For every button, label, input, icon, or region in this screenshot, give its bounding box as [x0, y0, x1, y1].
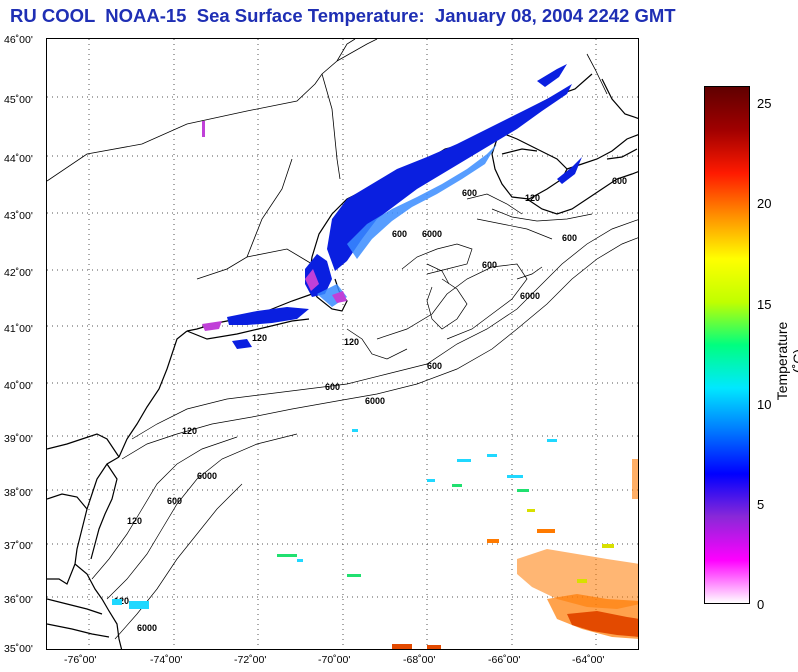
lon-label-74: -74˚00' [150, 654, 183, 666]
lon-label-76: -76˚00' [64, 654, 97, 666]
lon-label-72: -72˚00' [234, 654, 267, 666]
boundaries [47, 39, 608, 280]
isobath-lines [91, 193, 638, 640]
colorbar-tick-5: 5 [757, 497, 765, 512]
lon-label-70: -70˚00' [318, 654, 351, 666]
sst-map[interactable]: 6000 600 6000 120 600 120 600 6000 600 1… [46, 38, 639, 650]
isobath-label: 120 [182, 426, 197, 436]
sst-data-cyan [112, 429, 557, 609]
lat-label-41: 41˚00' [4, 323, 33, 335]
isobath-label: 600 [427, 361, 442, 371]
isobath-label: 600 [562, 233, 577, 243]
sst-map-canvas: 6000 600 6000 120 600 120 600 6000 600 1… [47, 39, 638, 649]
lat-label-45: 45˚00' [4, 94, 33, 106]
map-title: RU COOL NOAA-15 Sea Surface Temperature:… [10, 5, 676, 26]
lat-label-43: 43˚00' [4, 210, 33, 222]
lat-label-37: 37˚00' [4, 540, 33, 552]
isobath-label: 6000 [197, 471, 217, 481]
sst-data-magenta [202, 121, 347, 331]
lat-label-42: 42˚00' [4, 267, 33, 279]
lon-label-64: -64˚00' [572, 654, 605, 666]
sst-data-warm [487, 459, 638, 639]
colorbar-tick-25: 25 [757, 96, 772, 111]
isobath-label: 6000 [137, 623, 157, 633]
isobath-label: 120 [344, 337, 359, 347]
lat-label-35: 35˚00' [4, 643, 33, 655]
isobath-label: 600 [392, 229, 407, 239]
colorbar [704, 86, 750, 604]
isobath-label: 120 [525, 193, 540, 203]
lat-label-38: 38˚00' [4, 487, 33, 499]
lon-label-66: -66˚00' [488, 654, 521, 666]
sst-data-hot [392, 611, 638, 649]
isobath-labels: 6000 600 6000 120 600 120 600 6000 600 1… [114, 176, 627, 633]
colorbar-label: Temperature (˚C) [774, 321, 798, 401]
isobath-label: 120 [252, 333, 267, 343]
colorbar-tick-0: 0 [757, 597, 765, 612]
sst-data-green [277, 484, 529, 577]
lon-label-68: -68˚00' [403, 654, 436, 666]
colorbar-tick-10: 10 [757, 397, 772, 412]
colorbar-tick-15: 15 [757, 297, 772, 312]
isobath-label: 6000 [365, 396, 385, 406]
grid-lines [47, 39, 638, 649]
isobath-label: 600 [462, 188, 477, 198]
lat-label-36: 36˚00' [4, 594, 33, 606]
isobath-label: 120 [127, 516, 142, 526]
lat-label-44: 44˚00' [4, 153, 33, 165]
lat-label-46: 46˚00' [4, 34, 33, 46]
isobath-label: 600 [325, 382, 340, 392]
sst-data-yellow [527, 509, 614, 583]
isobath-label: 6000 [422, 229, 442, 239]
lat-label-39: 39˚00' [4, 433, 33, 445]
isobath-label: 600 [167, 496, 182, 506]
isobath-label: 6000 [520, 291, 540, 301]
isobath-label: 600 [482, 260, 497, 270]
isobath-label: 600 [612, 176, 627, 186]
colorbar-tick-20: 20 [757, 196, 772, 211]
lat-label-40: 40˚00' [4, 380, 33, 392]
